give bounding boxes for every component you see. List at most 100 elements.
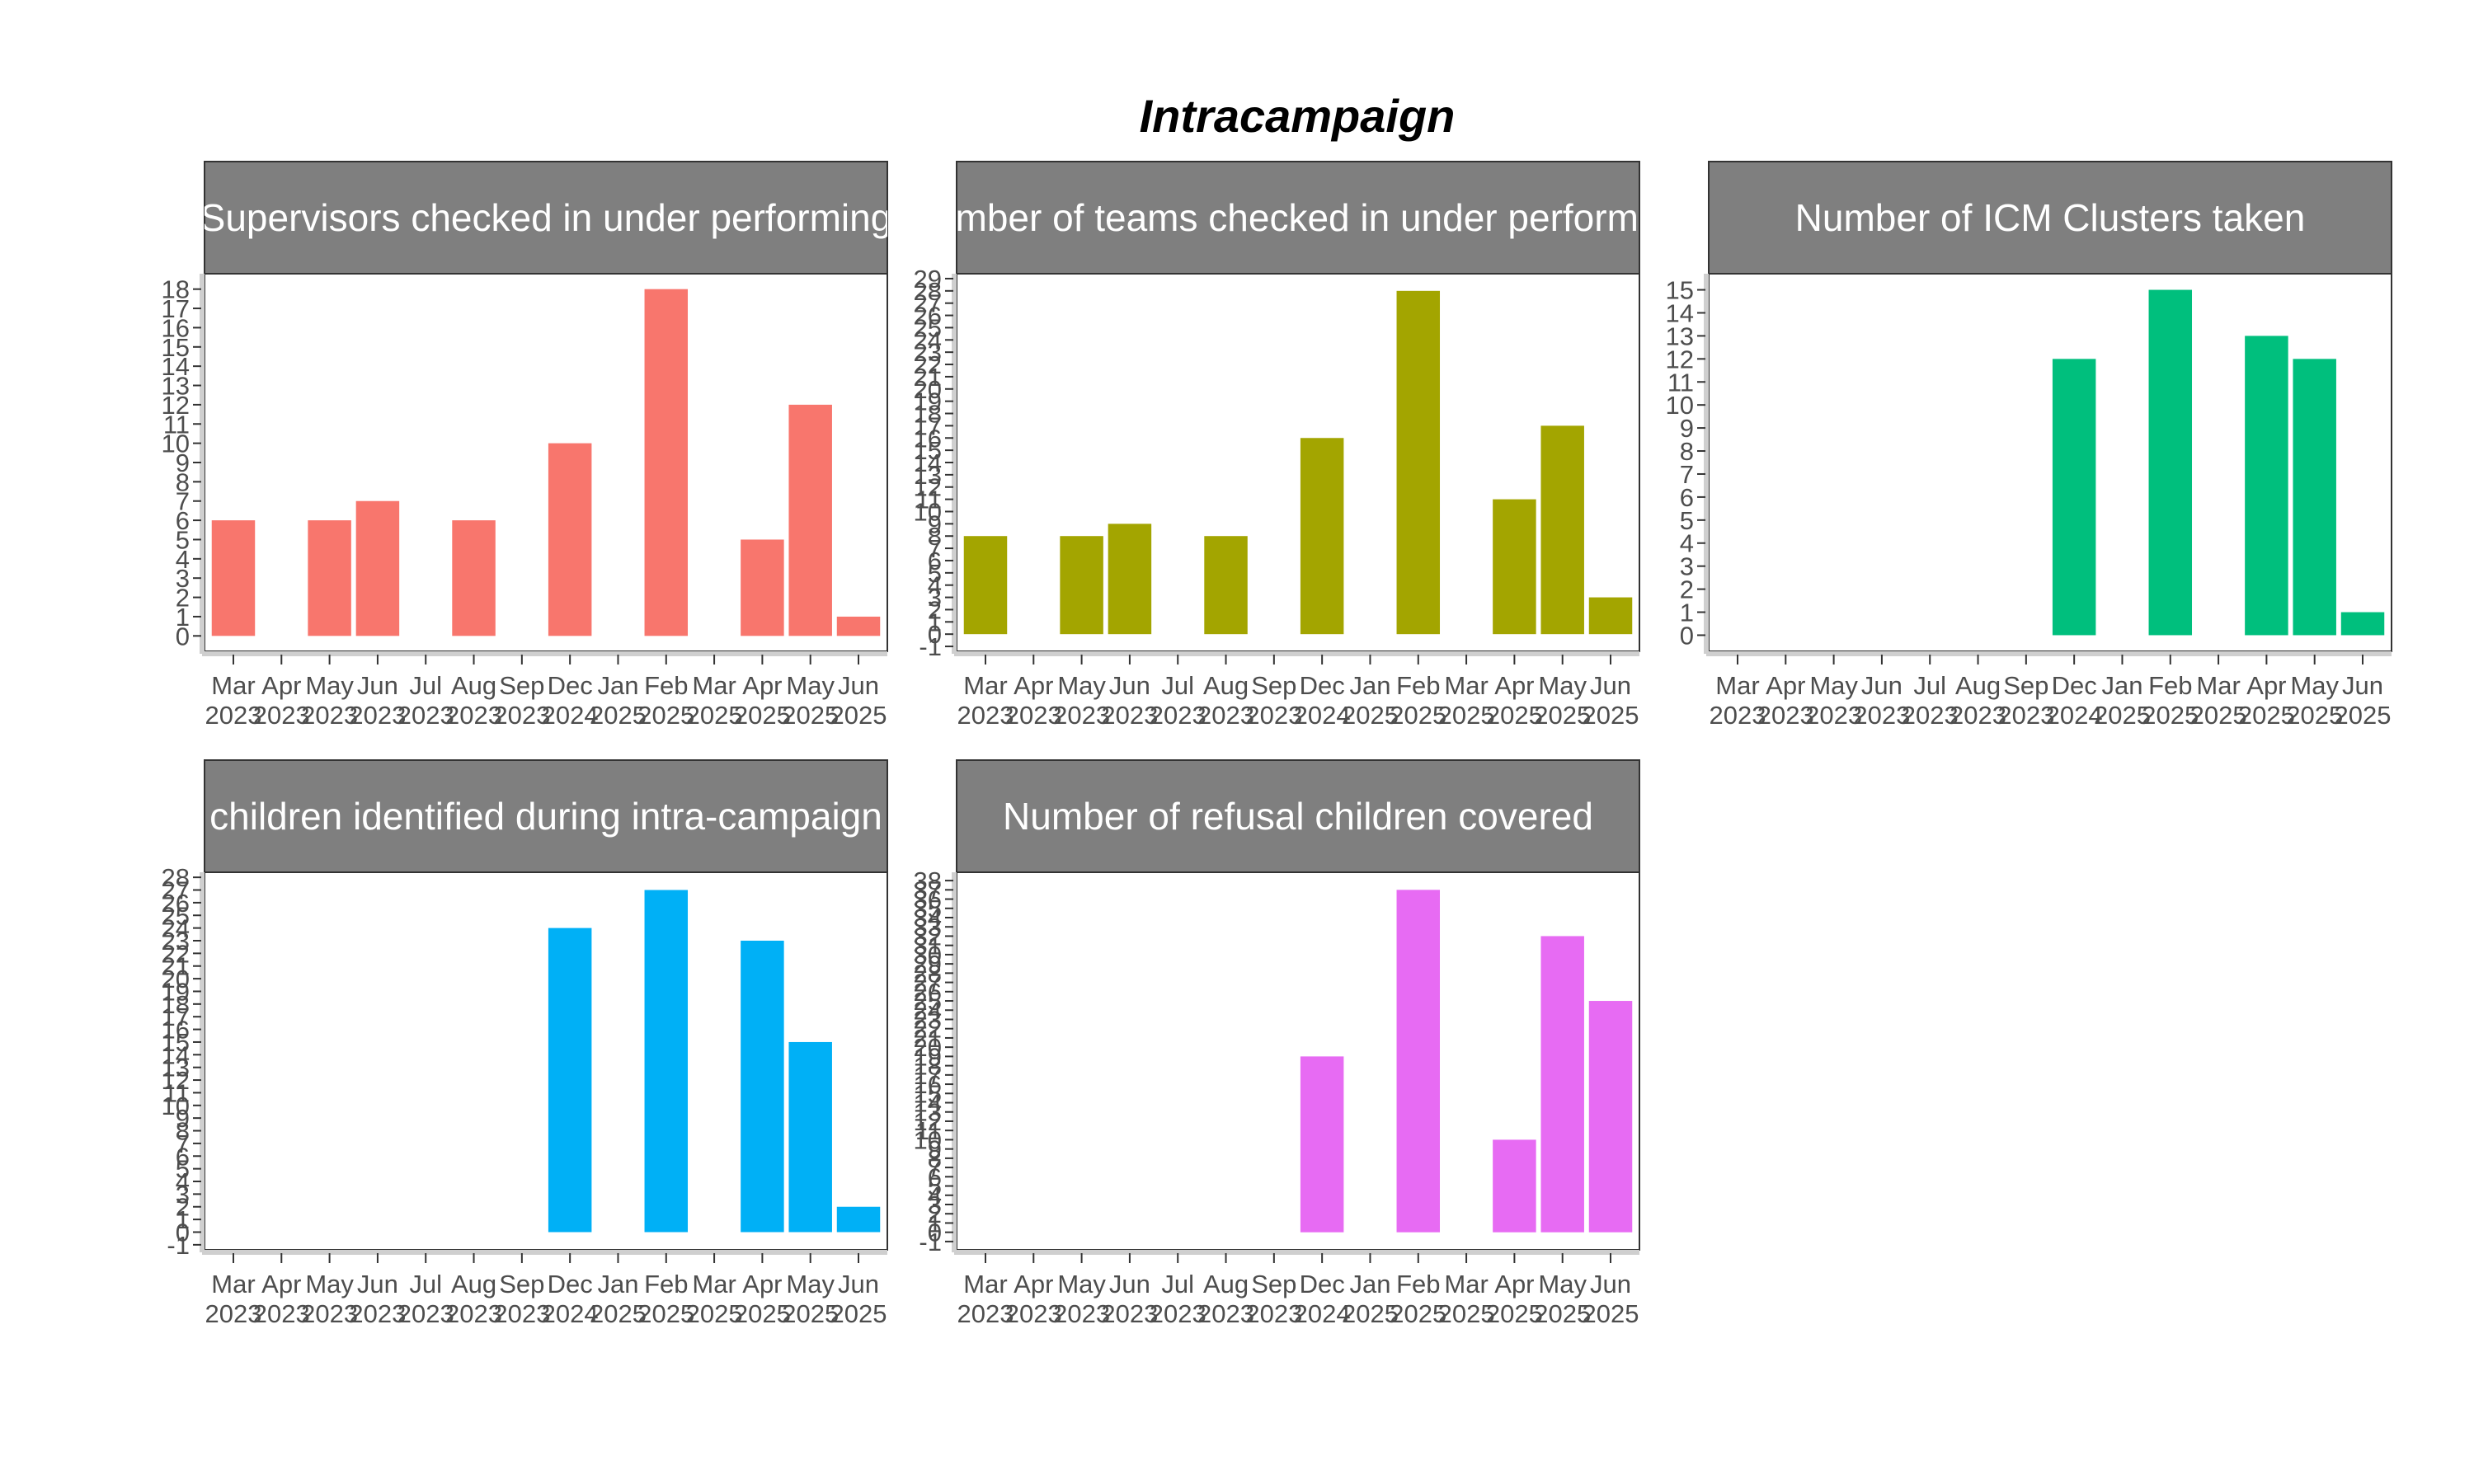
bar-apr-2025 [741, 539, 784, 636]
x-tick-label: Jul 2023 [1902, 671, 1959, 730]
x-tick-month: Jun [357, 1270, 398, 1298]
x-tick-label: Mar 2023 [957, 1270, 1014, 1328]
x-tick-year: 2023 [1805, 701, 1862, 730]
x-tick-month: Mar [1444, 671, 1488, 700]
x-tick-label: Apr 2025 [734, 671, 791, 730]
x-tick-year: 2023 [957, 1299, 1014, 1328]
y-tick-label: 30 [914, 941, 942, 970]
x-tick-year: 2023 [1997, 701, 2054, 730]
bar-feb-2025 [1396, 290, 1441, 635]
y-tick-label: 29 [914, 950, 942, 979]
y-tick-label: 22 [162, 939, 190, 968]
bar-may-2023 [308, 520, 351, 636]
x-tick-month: Mar [211, 1270, 255, 1298]
bar-feb-2025 [2148, 289, 2193, 636]
y-tick-label: 18 [162, 275, 190, 304]
bar-aug-2023 [1204, 536, 1248, 635]
y-tick-label: 23 [914, 1005, 942, 1034]
x-tick-label: Dec 2024 [1294, 671, 1351, 730]
y-tick-label: 4 [176, 545, 190, 574]
y-tick-label: 0 [928, 1219, 942, 1247]
x-tick-month: Apr [261, 1270, 301, 1298]
bar-jun-2025 [2340, 612, 2385, 636]
x-tick-month: May [305, 671, 354, 700]
y-tick-label: 0 [1680, 621, 1694, 650]
y-tick-label: 17 [914, 1061, 942, 1090]
y-tick-label: 19 [914, 387, 942, 416]
y-tick-label: 15 [162, 1028, 190, 1057]
y-tick-label: 8 [928, 1144, 942, 1173]
x-tick-year: 2023 [1005, 1299, 1062, 1328]
x-tick-label: Sep 2023 [493, 1270, 550, 1328]
x-tick-label: Apr 2023 [1005, 1270, 1062, 1328]
y-tick-label: 3 [176, 564, 190, 593]
x-tick-month: Aug [1203, 1270, 1249, 1298]
bar-jun-2025 [836, 1206, 881, 1233]
x-tick-label: Apr 2025 [734, 1270, 791, 1328]
x-tick-month: Jan [597, 671, 638, 700]
x-tick-label: Apr 2025 [1486, 1270, 1543, 1328]
y-tick-label: 22 [914, 1015, 942, 1044]
y-tick-label: 14 [914, 448, 942, 477]
x-tick-month: Mar [1715, 671, 1759, 700]
y-tick-label: 24 [162, 914, 190, 943]
x-tick-label: Apr 2023 [253, 1270, 310, 1328]
x-tick-month: Apr [742, 671, 782, 700]
x-tick-year: 2024 [1294, 701, 1351, 730]
y-tick-label: 11 [163, 410, 190, 439]
x-tick-label: Apr 2023 [1757, 671, 1814, 730]
y-tick-label: 32 [914, 922, 942, 951]
x-tick-year: 2023 [397, 1299, 454, 1328]
x-tick-month: Feb [1396, 671, 1440, 700]
x-tick-label: Dec 2024 [1294, 1270, 1351, 1328]
y-tick-label: 13 [162, 372, 190, 401]
facet-strip-title: Supervisors checked in under performing [200, 196, 892, 239]
y-tick-label: 21 [914, 1024, 942, 1053]
y-tick-label: 10 [162, 1092, 190, 1120]
plot-panel [956, 871, 1640, 1251]
x-tick-month: Jan [1349, 1270, 1390, 1298]
x-tick-label: Jul 2023 [1150, 671, 1206, 730]
x-tick-year: 2025 [2142, 701, 2199, 730]
bar-feb-2025 [1396, 890, 1441, 1233]
x-tick-month: Aug [1955, 671, 2001, 700]
y-tick-label: 16 [162, 1016, 190, 1045]
y-tick-label: 6 [928, 1162, 942, 1191]
x-tick-label: Aug 2023 [1197, 671, 1254, 730]
x-tick-year: 2025 [686, 701, 743, 730]
y-tick-label: 38 [914, 866, 942, 895]
y-tick-label: 13 [1666, 322, 1694, 350]
x-tick-label: Sep 2023 [493, 671, 550, 730]
x-tick-year: 2025 [1534, 701, 1591, 730]
plot-panel [204, 871, 888, 1251]
y-tick-label: 7 [176, 487, 190, 516]
y-tick-label: 3 [1680, 552, 1694, 581]
x-tick-year: 2023 [1245, 701, 1302, 730]
y-tick-label: 13 [914, 1098, 942, 1127]
x-tick-label: Mar 2025 [2190, 671, 2247, 730]
x-tick-label: Aug 2023 [445, 1270, 502, 1328]
y-tick-label: 21 [162, 952, 190, 981]
y-tick-label: 11 [1667, 368, 1694, 397]
x-tick-month: Jun [1861, 671, 1903, 700]
bar-apr-2025 [1493, 499, 1536, 635]
y-tick-label: 5 [928, 1172, 942, 1201]
y-tick-label: -1 [167, 1231, 190, 1260]
x-tick-year: 2023 [1757, 701, 1814, 730]
y-tick-label: 24 [914, 326, 942, 355]
y-tick-label: 10 [914, 1125, 942, 1154]
bar-may-2025 [2293, 359, 2336, 636]
x-tick-month: May [1538, 671, 1587, 700]
facet-strip-title: Number of teams checked in under perform… [907, 196, 1690, 239]
y-tick-label: 1 [176, 603, 190, 632]
x-tick-year: 2025 [1390, 1299, 1446, 1328]
y-tick-label: 8 [176, 1117, 190, 1146]
x-tick-year: 2023 [301, 701, 358, 730]
y-tick-label: 22 [914, 350, 942, 379]
y-tick-label: 5 [176, 525, 190, 554]
bar-may-2025 [788, 1041, 832, 1233]
y-tick-label: 9 [928, 510, 942, 538]
x-tick-year: 2023 [253, 1299, 310, 1328]
bar-dec-2024 [2052, 359, 2096, 636]
x-tick-label: Sep 2023 [1245, 1270, 1302, 1328]
